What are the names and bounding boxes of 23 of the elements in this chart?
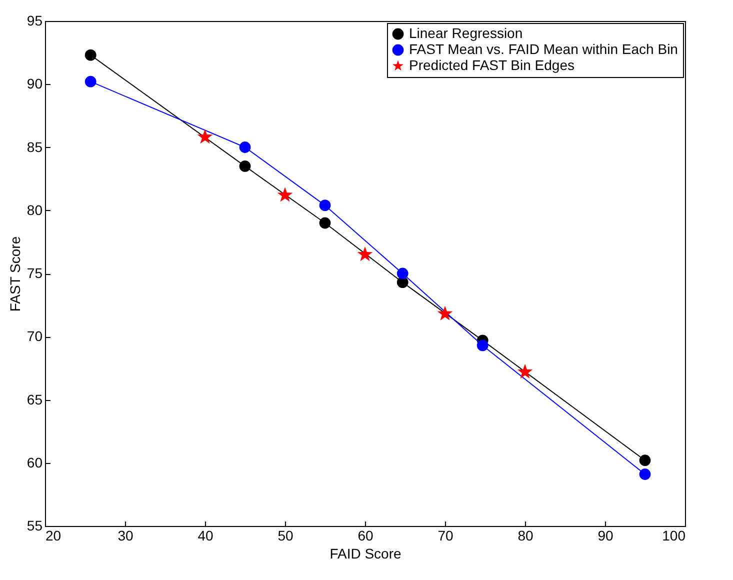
x-tick-label: 30 (118, 528, 134, 544)
y-tick-label: 60 (26, 454, 43, 470)
legend-label: Linear Regression (409, 25, 523, 41)
y-tick-label: 90 (26, 76, 43, 92)
y-tick-label: 70 (26, 328, 43, 344)
legend-label: FAST Mean vs. FAID Mean within Each Bin (409, 41, 678, 57)
x-tick-label: 60 (358, 528, 374, 544)
x-tick-label: 40 (198, 528, 214, 544)
x-tick-label: 50 (278, 528, 294, 544)
y-tick-label: 55 (26, 518, 43, 534)
y-tick-label: 85 (26, 138, 43, 155)
x-tick-label: 100 (662, 528, 686, 544)
legend-label: Predicted FAST Bin Edges (409, 57, 574, 73)
x-tick-label: 90 (598, 528, 614, 544)
x-tick-label: 70 (438, 528, 454, 544)
y-tick-label: 75 (26, 265, 43, 281)
y-axis-title: FAST Score (6, 236, 23, 312)
x-tick-label: 20 (46, 528, 62, 544)
x-tick-label: 80 (518, 528, 534, 544)
x-axis-title: FAID Score (330, 546, 402, 562)
y-tick-label: 65 (26, 391, 43, 408)
y-tick-label: 80 (26, 202, 43, 218)
y-tick-label: 95 (26, 12, 43, 28)
